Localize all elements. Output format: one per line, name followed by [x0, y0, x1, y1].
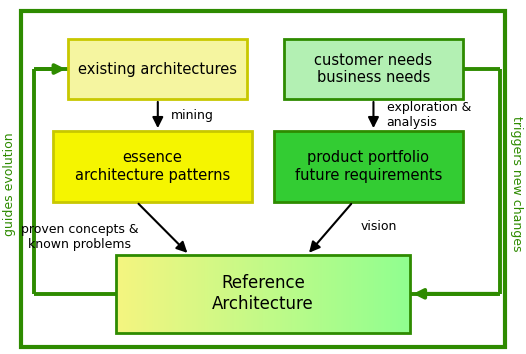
Bar [284, 39, 463, 99]
Text: Reference
Architecture: Reference Architecture [212, 274, 314, 313]
Bar [68, 39, 247, 99]
Text: triggers new changes: triggers new changes [510, 116, 523, 252]
Text: vision: vision [361, 220, 397, 233]
Text: customer needs
business needs: customer needs business needs [315, 53, 432, 85]
Text: essence
architecture patterns: essence architecture patterns [75, 150, 230, 183]
Text: proven concepts &
known problems: proven concepts & known problems [21, 223, 139, 251]
Text: product portfolio
future requirements: product portfolio future requirements [295, 150, 442, 183]
Bar [274, 131, 463, 202]
Text: mining: mining [171, 109, 214, 121]
Text: guides evolution: guides evolution [3, 132, 16, 236]
Bar [53, 131, 252, 202]
Text: exploration &
analysis: exploration & analysis [387, 101, 471, 129]
Bar [116, 255, 410, 333]
Text: existing architectures: existing architectures [78, 62, 237, 76]
